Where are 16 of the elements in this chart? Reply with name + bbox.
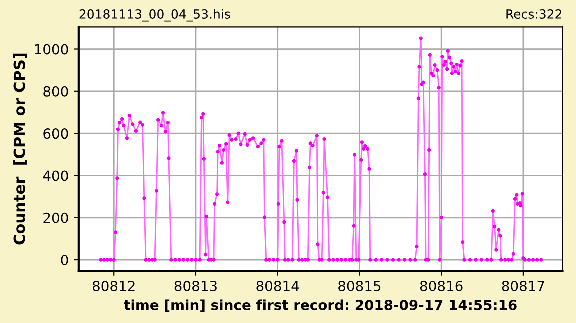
y-tick-label: 0 <box>61 255 68 266</box>
y-tick-label: 600 <box>44 128 68 140</box>
x-tick-label: 80817 <box>502 280 544 292</box>
y-tick-label: 400 <box>43 170 68 182</box>
x-tick-label: 80813 <box>174 280 217 292</box>
x-tick-label: 80812 <box>92 280 135 292</box>
y-tick-label: 1000 <box>35 44 68 55</box>
chart-title: 20181113_00_04_53.his <box>80 9 230 22</box>
x-tick-label: 80816 <box>420 280 463 292</box>
x-tick-label: 80814 <box>256 280 300 292</box>
y-tick-label: 200 <box>44 212 68 224</box>
y-tick-label: 800 <box>44 86 68 97</box>
text: Recs:322 <box>506 10 562 19</box>
y-axis-title: Counter [CPM or CPS] <box>14 54 28 245</box>
x-tick-label: 80815 <box>338 280 381 292</box>
x-axis-title: time [min] since first record: 2018-09-17 14:55:16 <box>124 300 517 312</box>
